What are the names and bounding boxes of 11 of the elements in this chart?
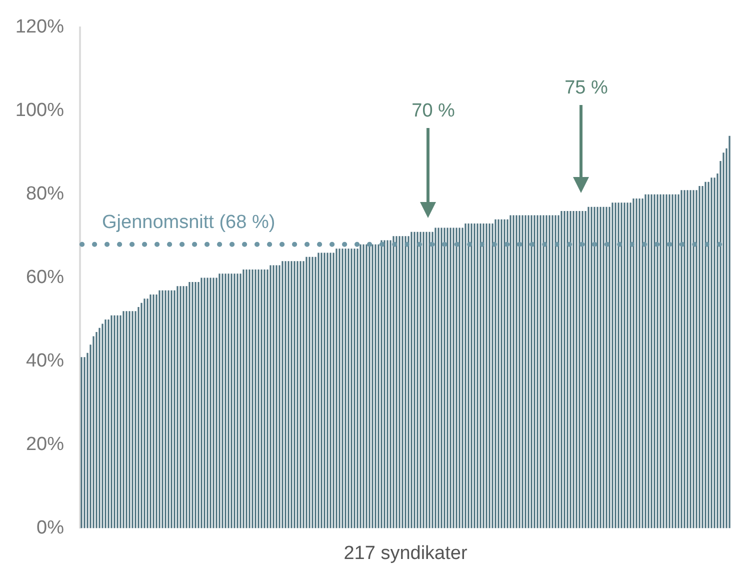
y-tick-label: 20%	[26, 434, 64, 455]
annotation: 70 %	[412, 100, 456, 122]
y-tick-label: 80%	[26, 184, 64, 205]
y-tick-label: 120%	[15, 16, 64, 38]
y-tick-label: 0%	[36, 517, 64, 538]
y-tick-label: 60%	[26, 267, 64, 288]
annotation: 75 %	[564, 78, 608, 99]
y-tick-label: 100%	[15, 100, 64, 122]
ref-line-label: Gjennomsnitt (68 %)	[102, 212, 276, 234]
y-tick-label: 40%	[26, 350, 64, 372]
x-axis-title: 217 syndikater	[344, 542, 468, 564]
